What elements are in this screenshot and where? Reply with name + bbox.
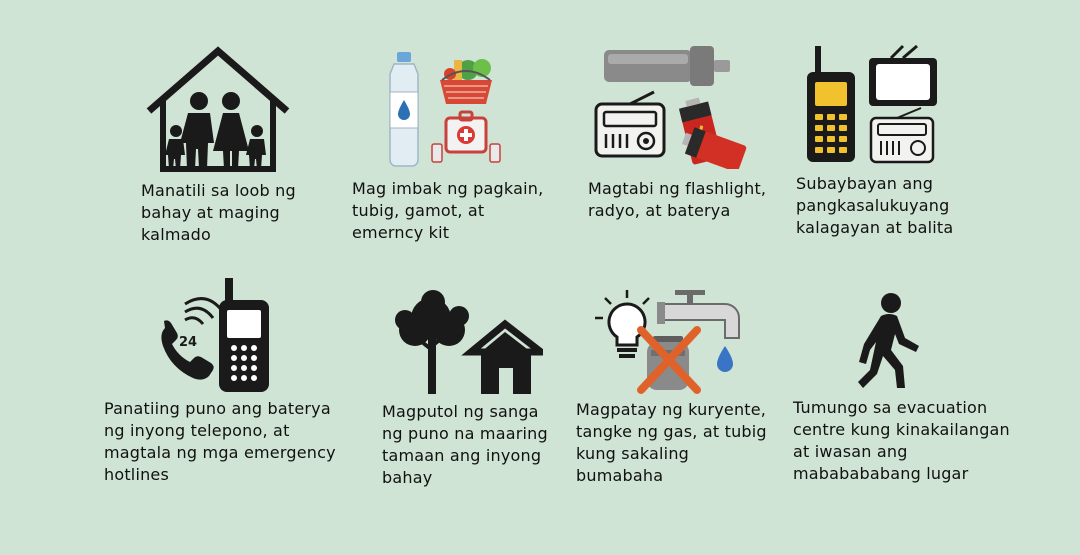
tip-1-line-3: kalmado xyxy=(141,225,211,244)
tip-7-line-4: bumabaha xyxy=(576,466,664,485)
flashlight-radio-battery-icon xyxy=(594,46,747,169)
tip-6-label: Magputol ng sanga ng puno na maaring tam… xyxy=(382,401,548,489)
walking-person-icon xyxy=(858,293,919,388)
tip-2-line-1: Mag imbak ng pagkain, xyxy=(352,179,544,198)
svg-text:24: 24 xyxy=(179,335,197,350)
tip-1-line-2: bahay at maging xyxy=(141,203,280,222)
tip-7-line-2: tangke ng gas, at tubig xyxy=(576,422,767,441)
tip-6-line-2: ng puno na maaring xyxy=(382,424,548,443)
tip-7-line-1: Magpatay ng kuryente, xyxy=(576,400,767,419)
tip-3-line-2: radyo, at baterya xyxy=(588,201,731,220)
tip-1-label: Manatili sa loob ng bahay at maging kalm… xyxy=(141,180,296,246)
tip-1-line-1: Manatili sa loob ng xyxy=(141,181,296,200)
tip-3-label: Magtabi ng flashlight, radyo, at baterya xyxy=(588,178,766,222)
tip-7-label: Magpatay ng kuryente, tangke ng gas, at … xyxy=(576,399,767,487)
tip-3-line-1: Magtabi ng flashlight, xyxy=(588,179,767,198)
tip-8-line-1: Tumungo sa evacuation xyxy=(793,398,988,417)
tip-6-line-3: tamaan ang inyong xyxy=(382,446,542,465)
tip-5-line-1: Panatiing puno ang baterya xyxy=(104,399,331,418)
tip-4-label: Subaybayan ang pangkasalukuyang kalagaya… xyxy=(796,173,953,239)
tree-house-icon xyxy=(395,290,543,394)
walkie-tv-radio-icon xyxy=(807,44,937,164)
tip-2-label: Mag imbak ng pagkain, tubig, gamot, at e… xyxy=(352,178,543,244)
tip-2-line-3: emerncy kit xyxy=(352,223,450,242)
tip-8-line-4: mababababang lugar xyxy=(793,464,969,483)
tip-2-line-2: tubig, gamot, at xyxy=(352,201,485,220)
tip-6-line-4: bahay xyxy=(382,468,433,487)
tip-6-line-1: Magputol ng sanga xyxy=(382,402,539,421)
tip-5-label: Panatiing puno ang baterya ng inyong tel… xyxy=(104,398,336,486)
tip-8-label: Tumungo sa evacuation centre kung kinaka… xyxy=(793,397,1010,485)
tip-5-line-4: hotlines xyxy=(104,465,170,484)
tip-4-line-2: pangkasalukuyang xyxy=(796,196,950,215)
tip-4-line-3: kalagayan at balita xyxy=(796,218,954,237)
phone-hotline-icon: 24 xyxy=(161,278,269,392)
utilities-off-icon xyxy=(595,290,740,394)
tip-5-line-3: magtala ng mga emergency xyxy=(104,443,336,462)
supplies-icon xyxy=(389,52,501,167)
family-house-icon xyxy=(146,46,290,172)
tip-8-line-2: centre kung kinakailangan xyxy=(793,420,1010,439)
tip-7-line-3: kung sakaling xyxy=(576,444,690,463)
tip-5-line-2: ng inyong telepono, at xyxy=(104,421,290,440)
tip-4-line-1: Subaybayan ang xyxy=(796,174,934,193)
tip-8-line-3: at iwasan ang xyxy=(793,442,908,461)
